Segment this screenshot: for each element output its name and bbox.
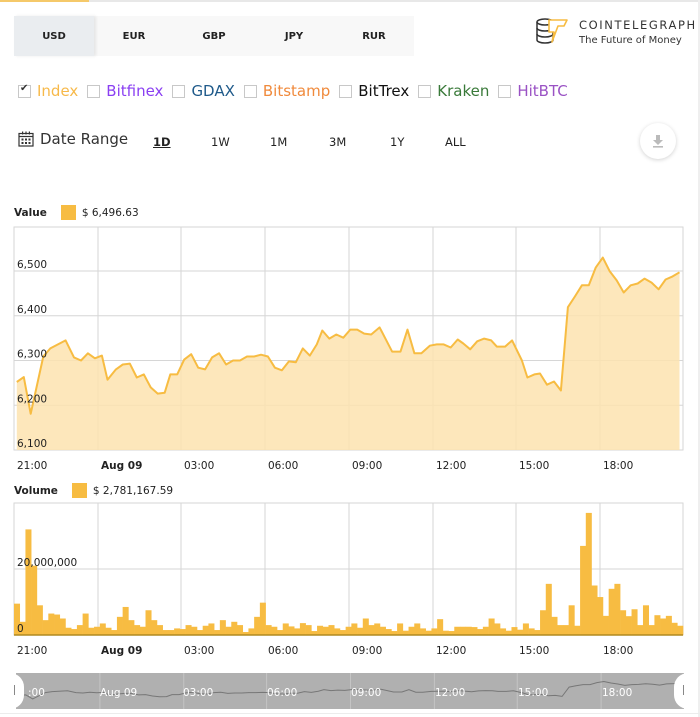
exchange-bitfinex[interactable]: Bitfinex: [87, 82, 163, 100]
exchange-label: GDAX: [191, 82, 235, 100]
svg-text:03:00: 03:00: [184, 645, 214, 657]
top-bar: [0, 0, 700, 2]
svg-text:6,300: 6,300: [17, 349, 47, 361]
svg-text:18:00: 18:00: [603, 645, 633, 657]
navigator-label: 06:00: [267, 687, 298, 699]
tab-gbp[interactable]: GBP: [202, 30, 226, 42]
volume-chart[interactable]: 0 20,000,000 21:00 Aug 09 03:00 06:00 09:00 12:…: [0, 0, 700, 665]
right-edge: [698, 0, 700, 717]
navigator-right-handle[interactable]: [674, 673, 688, 709]
exchange-index[interactable]: Index: [18, 82, 78, 100]
volume-legend-value: $ 2,781,167.59: [92, 484, 174, 497]
value-legend-swatch: [60, 205, 76, 220]
top-accent: [0, 0, 89, 2]
navigator-label: 03:00: [183, 687, 214, 699]
volume-legend-swatch: [71, 483, 87, 498]
checkbox-checked-icon[interactable]: [18, 83, 31, 98]
bottom-divider: [0, 713, 700, 714]
exchange-label: BitTrex: [358, 82, 410, 100]
navigator-label: 15:00: [518, 687, 549, 699]
navigator-label: :00: [28, 687, 45, 699]
checkbox-icon[interactable]: [87, 84, 101, 98]
svg-text:Aug 09: Aug 09: [101, 460, 142, 472]
svg-text:15:00: 15:00: [519, 645, 549, 657]
svg-text:0: 0: [17, 623, 24, 635]
exchange-label: HitBTC: [517, 82, 568, 100]
checkbox-icon[interactable]: [172, 84, 186, 98]
range-all-button[interactable]: ALL: [445, 135, 466, 149]
checkbox-icon[interactable]: [418, 84, 432, 98]
svg-text:09:00: 09:00: [352, 460, 382, 472]
calendar-icon: [18, 131, 34, 147]
currency-tabs: USD EUR GBP JPY RUR: [14, 16, 414, 56]
download-icon: [653, 135, 663, 148]
exchange-kraken[interactable]: Kraken: [418, 82, 489, 100]
tab-usd[interactable]: USD: [14, 16, 94, 56]
range-3m-button[interactable]: 3M: [329, 135, 347, 149]
svg-text:18:00: 18:00: [603, 460, 633, 472]
svg-text:21:00: 21:00: [17, 645, 47, 657]
exchange-filters: Index Bitfinex GDAX Bitstamp BitTrex Kra…: [18, 82, 577, 100]
range-1d-button[interactable]: 1D: [153, 135, 171, 149]
logo-tagline: The Future of Money: [579, 35, 682, 46]
svg-text:06:00: 06:00: [268, 460, 298, 472]
svg-text:12:00: 12:00: [436, 460, 466, 472]
svg-text:03:00: 03:00: [184, 460, 214, 472]
svg-text:6,200: 6,200: [17, 393, 47, 405]
navigator-left-handle[interactable]: [10, 673, 24, 709]
svg-text:09:00: 09:00: [352, 645, 382, 657]
value-legend-label: Value: [14, 206, 47, 219]
navigator-bar[interactable]: [16, 673, 684, 709]
navigator-label: Aug 09: [100, 687, 138, 699]
tab-rur[interactable]: RUR: [362, 30, 386, 42]
svg-text:20,000,000: 20,000,000: [17, 557, 77, 569]
svg-text:06:00: 06:00: [268, 645, 298, 657]
tab-eur[interactable]: EUR: [122, 30, 146, 42]
checkbox-icon[interactable]: [339, 84, 353, 98]
exchange-label: Kraken: [437, 82, 490, 100]
svg-text:6,100: 6,100: [17, 438, 47, 450]
checkbox-icon[interactable]: [498, 84, 512, 98]
exchange-bittrex[interactable]: BitTrex: [339, 82, 409, 100]
svg-text:6,400: 6,400: [17, 304, 47, 316]
exchange-label: Bitfinex: [106, 82, 164, 100]
exchange-bitstamp[interactable]: Bitstamp: [243, 82, 331, 100]
value-legend-value: $ 6,496.63: [81, 206, 139, 219]
range-1m-button[interactable]: 1M: [270, 135, 288, 149]
value-chart[interactable]: 6,100 6,200 6,300 6,400 6,500 21:00 Aug 09 03:0…: [0, 0, 700, 480]
exchange-label: Index: [37, 82, 79, 100]
navigator-label: 09:00: [351, 687, 382, 699]
value-legend: Value $ 6,496.63: [14, 205, 139, 220]
exchange-label: Bitstamp: [262, 82, 331, 100]
range-1w-button[interactable]: 1W: [211, 135, 230, 149]
svg-text:21:00: 21:00: [17, 460, 47, 472]
exchange-hitbtc[interactable]: HitBTC: [498, 82, 568, 100]
range-1y-button[interactable]: 1Y: [390, 135, 405, 149]
svg-text:6,500: 6,500: [17, 259, 47, 271]
navigator-label: 18:00: [602, 687, 633, 699]
checkbox-icon[interactable]: [243, 84, 257, 98]
logo-name: COINTELEGRAPH: [579, 18, 697, 32]
volume-legend: Volume $ 2,781,167.59: [14, 483, 173, 498]
svg-text:12:00: 12:00: [436, 645, 466, 657]
navigator-label: 12:00: [435, 687, 466, 699]
tab-jpy[interactable]: JPY: [284, 30, 304, 42]
coin-stack-bolt-icon: [536, 18, 568, 44]
svg-text:15:00: 15:00: [519, 460, 549, 472]
navigator-sparkline: [18, 673, 681, 709]
volume-legend-label: Volume: [14, 484, 58, 497]
svg-text:Aug 09: Aug 09: [101, 645, 142, 657]
exchange-gdax[interactable]: GDAX: [172, 82, 235, 100]
date-range-bar: Date Range: [18, 130, 158, 148]
download-button[interactable]: [640, 123, 676, 159]
cointelegraph-logo[interactable]: COINTELEGRAPH The Future of Money: [533, 12, 697, 52]
date-range-label: Date Range: [40, 130, 129, 148]
